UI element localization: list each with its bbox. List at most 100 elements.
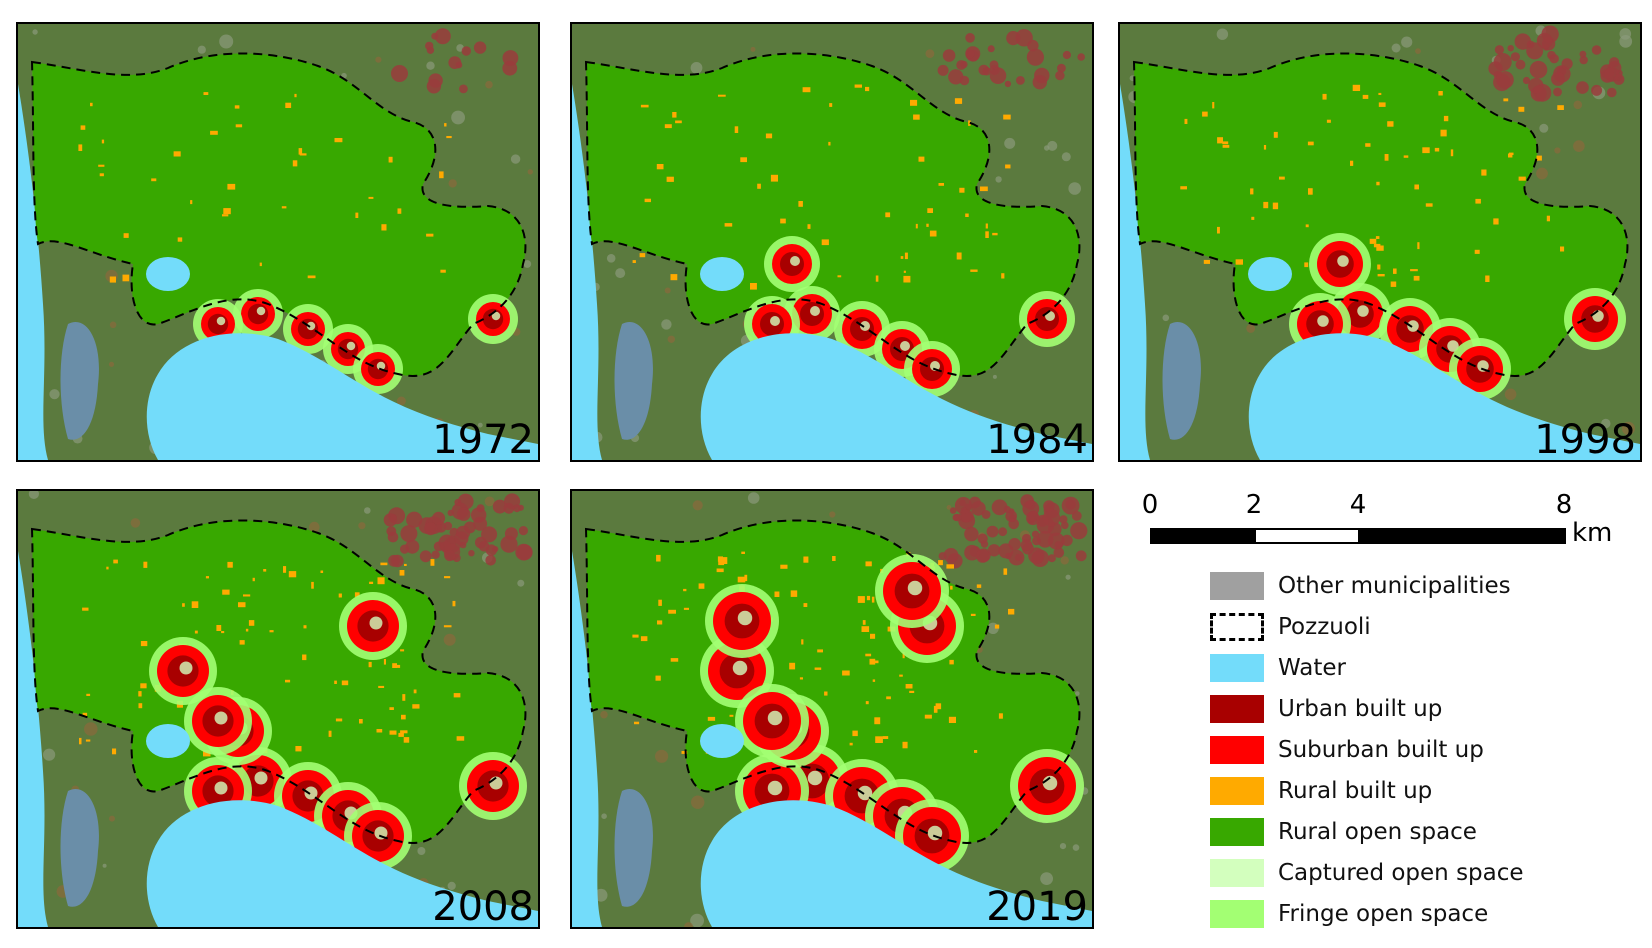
rural-built [403, 737, 410, 743]
rural-built [138, 691, 142, 697]
outer-speckle [1075, 691, 1080, 696]
legend-swatch [1210, 818, 1264, 846]
outer-urban [948, 69, 964, 85]
rural-built [1377, 264, 1381, 270]
rural-built [968, 120, 971, 126]
captured-open [1337, 255, 1349, 267]
rural-built [954, 98, 963, 104]
outer-speckle [1059, 843, 1067, 850]
outer-urban [938, 552, 947, 561]
outer-urban [1607, 87, 1617, 98]
year-label: 1972 [432, 417, 534, 462]
map-panel-2008: 2008 [16, 489, 540, 929]
outer-speckle [750, 46, 756, 52]
outer-urban [448, 56, 462, 69]
rural-built [927, 208, 933, 213]
outer-urban [468, 550, 475, 557]
outer-urban [473, 516, 488, 531]
outer-urban [513, 504, 521, 513]
rural-built [639, 253, 646, 258]
rural-built [216, 625, 222, 631]
rural-built [173, 151, 181, 157]
outer-urban [959, 499, 966, 506]
rural-built [900, 256, 904, 259]
outer-urban [1055, 70, 1065, 81]
rural-built [666, 176, 674, 182]
rural-built [976, 584, 982, 588]
rural-built [837, 275, 842, 278]
outer-urban [1070, 522, 1088, 540]
rural-built [875, 275, 879, 282]
rural-built [1352, 84, 1361, 91]
rural-built [918, 156, 925, 162]
rural-built [235, 124, 243, 128]
rural-built [222, 589, 230, 595]
rural-built [138, 703, 143, 709]
map-panel-1984: 1984 [570, 22, 1094, 462]
rural-built [657, 620, 663, 625]
rural-built [959, 187, 965, 193]
rural-built [263, 569, 267, 572]
rural-built [664, 124, 672, 129]
rural-built [399, 570, 405, 576]
rural-built [1263, 201, 1269, 209]
rural-built [328, 730, 332, 737]
rural-built [452, 600, 456, 607]
year-label: 2008 [432, 884, 534, 929]
rural-built [444, 576, 451, 579]
outer-speckle [1536, 167, 1548, 180]
captured-open [306, 321, 316, 331]
rural-built [904, 252, 908, 260]
outer-speckle [1060, 556, 1069, 565]
legend-item-suburban-built-up: Suburban built up [1210, 736, 1610, 766]
outer-urban [1579, 50, 1587, 58]
outer-speckle [477, 422, 483, 428]
captured-open [930, 361, 940, 371]
rural-built [376, 729, 383, 733]
rural-built [865, 653, 872, 657]
outer-speckle [364, 507, 371, 514]
rural-built [765, 133, 773, 139]
map-svg [572, 491, 1092, 927]
rural-built [1005, 164, 1011, 169]
rural-built [965, 213, 969, 217]
outer-urban [987, 45, 995, 53]
rural-built [668, 609, 676, 614]
legend-item-pozzuoli: Pozzuoli [1210, 613, 1610, 643]
rural-built [398, 732, 404, 737]
rural-built [729, 714, 734, 717]
captured-open [1592, 310, 1604, 322]
outer-urban [424, 522, 438, 536]
outer-urban [383, 513, 397, 527]
rural-built [334, 680, 337, 684]
outer-speckle [992, 374, 997, 379]
outer-speckle [925, 49, 935, 58]
captured-open [860, 321, 870, 331]
outer-urban [1061, 521, 1069, 530]
rural-built [311, 581, 314, 589]
outer-speckle [1554, 147, 1561, 154]
rural-built [112, 748, 117, 755]
west-lake [60, 322, 99, 440]
west-lake [60, 789, 99, 907]
outer-urban [1061, 496, 1080, 515]
rural-built [933, 705, 938, 713]
rural-built [872, 679, 876, 682]
outer-speckle [615, 268, 626, 279]
rural-built [789, 662, 796, 670]
bay [146, 800, 538, 927]
outer-urban [998, 527, 1008, 537]
rural-built [400, 649, 405, 652]
rural-built [294, 93, 297, 98]
map-panel-2019: 2019 [570, 489, 1094, 929]
rural-built [1560, 246, 1565, 252]
rural-built [1475, 198, 1481, 204]
rural-built [1377, 274, 1385, 277]
rural-built [1250, 188, 1254, 195]
rural-built [869, 658, 876, 665]
outer-urban [1032, 536, 1041, 546]
rural-built [910, 99, 918, 106]
outer-speckle [417, 847, 426, 855]
rural-built [1304, 262, 1309, 268]
legend-item-rural-built-up: Rural built up [1210, 777, 1610, 807]
